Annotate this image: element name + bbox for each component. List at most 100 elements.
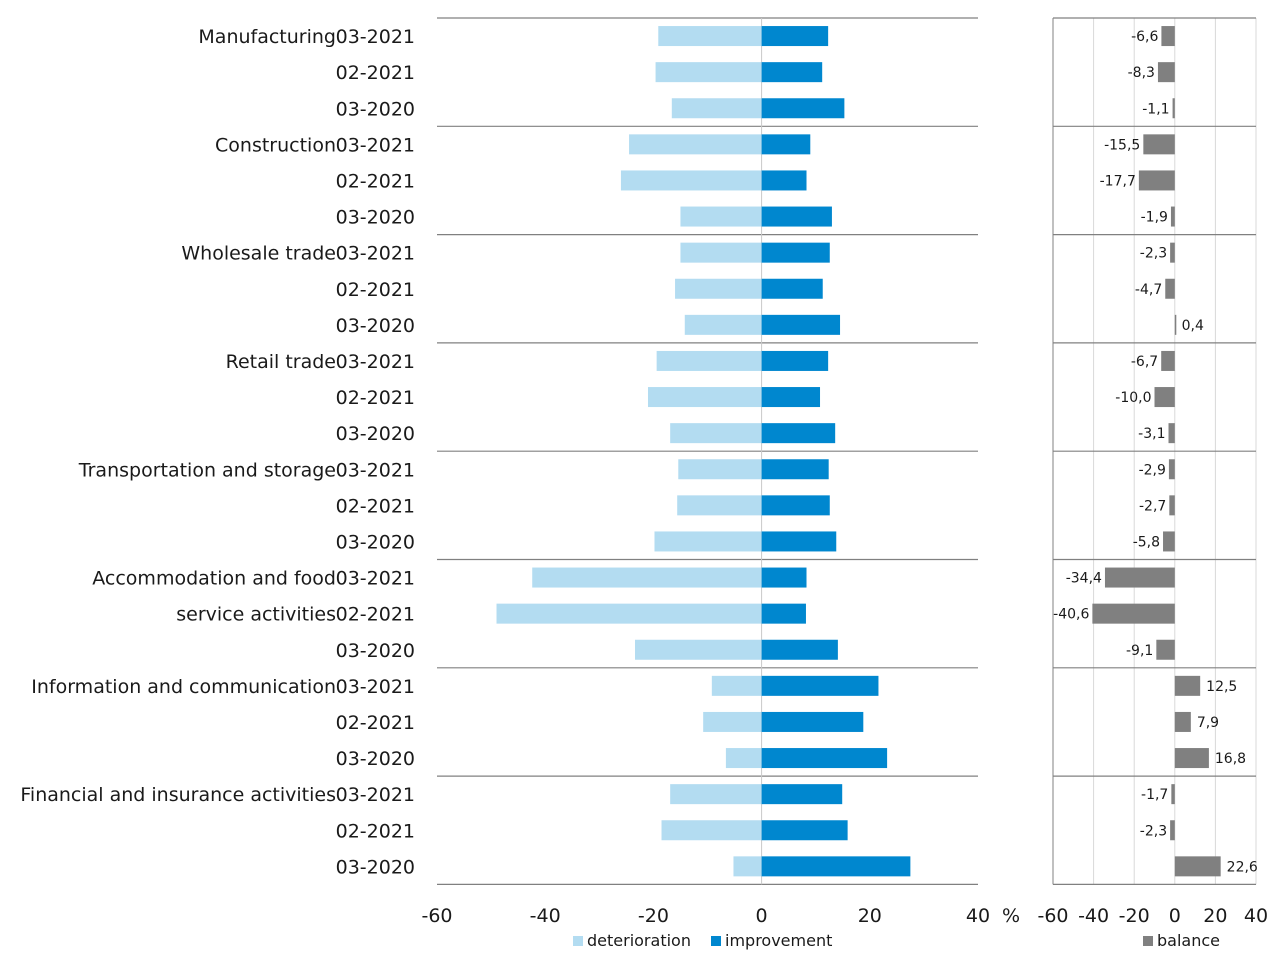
balance-bar (1161, 26, 1175, 47)
sector-label: service activities (176, 604, 336, 626)
improvement-bar (761, 531, 837, 552)
deterioration-bar (620, 170, 762, 191)
deterioration-bar (671, 98, 762, 119)
improvement-bar (761, 603, 806, 624)
legend-swatch (573, 936, 583, 946)
improvement-bar (761, 784, 843, 805)
deterioration-bar (496, 603, 762, 624)
period-label: 02-2021 (336, 387, 415, 409)
balance-bar (1174, 748, 1209, 769)
balance-bar (1169, 495, 1175, 516)
period-label: 03-2020 (336, 98, 415, 120)
balance-value-label: 7,9 (1197, 715, 1219, 731)
balance-x-tick-label: -20 (1119, 905, 1150, 927)
deterioration-bar (532, 567, 762, 588)
period-label: 03-2021 (336, 26, 415, 48)
x-tick-label: 20 (858, 905, 882, 927)
legend: deterioration improvement balance (573, 931, 1220, 950)
balance-value-label: -15,5 (1104, 137, 1140, 153)
improvement-bar (761, 459, 829, 480)
deterioration-bar (733, 856, 762, 877)
improvement-bar (761, 820, 848, 841)
period-label: 03-2020 (336, 423, 415, 445)
balance-bar (1170, 820, 1175, 841)
period-label: 02-2021 (336, 62, 415, 84)
period-label: 03-2020 (336, 748, 415, 770)
period-label: 03-2021 (336, 243, 415, 265)
balance-value-label: -9,1 (1126, 643, 1153, 659)
period-label: 03-2021 (336, 459, 415, 481)
period-label: 02-2021 (336, 279, 415, 301)
improvement-bar (761, 567, 807, 588)
diverging-bars (496, 26, 911, 877)
period-label: 02-2021 (336, 170, 415, 192)
balance-bar (1172, 98, 1175, 119)
period-label: 03-2020 (336, 856, 415, 878)
balance-bar (1168, 459, 1175, 480)
period-label: 03-2020 (336, 207, 415, 229)
deterioration-bar (629, 134, 762, 155)
balance-value-label: -4,7 (1135, 282, 1162, 298)
balance-bar (1161, 350, 1175, 371)
period-label: 02-2021 (336, 712, 415, 734)
balance-value-label: -6,7 (1131, 354, 1158, 370)
period-label: 03-2021 (336, 134, 415, 156)
balance-value-label: -1,7 (1141, 787, 1168, 803)
balance-x-tick-label: 40 (1244, 905, 1268, 927)
balance-value-label: -40,6 (1053, 607, 1089, 623)
legend-label: improvement (725, 931, 832, 950)
deterioration-bar (670, 784, 762, 805)
deterioration-bar (647, 387, 762, 408)
period-label: 02-2021 (336, 495, 415, 517)
x-tick-label: -40 (530, 905, 561, 927)
balance-bar (1174, 314, 1177, 335)
x-tick-label: -60 (421, 905, 452, 927)
deterioration-bar (675, 278, 762, 299)
left-panel-gridlines (437, 17, 978, 886)
x-axis-unit: % (1002, 905, 1020, 927)
sector-label: Transportation and storage (78, 459, 336, 481)
balance-value-label: -2,3 (1140, 823, 1167, 839)
sector-label: Construction (215, 134, 336, 156)
balance-bar (1154, 387, 1175, 408)
balance-x-tick-label: 0 (1169, 905, 1181, 927)
balance-x-tick-label: -60 (1037, 905, 1068, 927)
balance-value-label: -2,9 (1139, 462, 1166, 478)
period-label: 02-2021 (336, 604, 415, 626)
improvement-bar (761, 856, 911, 877)
balance-value-label: -1,1 (1142, 101, 1169, 117)
deterioration-bar (656, 350, 762, 371)
legend-swatch (1143, 936, 1153, 946)
balance-value-label: -3,1 (1138, 426, 1165, 442)
improvement-bar (761, 98, 845, 119)
balance-bar (1170, 242, 1175, 263)
deterioration-bar (658, 26, 762, 47)
sector-label: Financial and insurance activities (20, 784, 336, 806)
balance-value-label: -1,9 (1141, 210, 1168, 226)
deterioration-bar (655, 62, 762, 83)
legend-label: balance (1157, 931, 1220, 950)
period-label: 02-2021 (336, 820, 415, 842)
balance-bar (1174, 675, 1201, 696)
deterioration-bar (678, 459, 762, 480)
balance-value-label: -34,4 (1066, 571, 1102, 587)
improvement-bar (761, 26, 829, 47)
balance-bar (1174, 711, 1191, 732)
period-label: 03-2020 (336, 640, 415, 662)
balance-value-label: 0,4 (1182, 318, 1204, 334)
x-tick-label: -20 (638, 905, 669, 927)
sector-label: Accommodation and food (92, 568, 336, 590)
period-label: 03-2021 (336, 351, 415, 373)
improvement-bar (761, 675, 879, 696)
improvement-bar (761, 242, 830, 263)
balance-value-label: 12,5 (1206, 679, 1237, 695)
improvement-bar (761, 206, 832, 227)
improvement-bar (761, 748, 888, 769)
deterioration-bar (684, 314, 762, 335)
period-label: 03-2020 (336, 315, 415, 337)
improvement-bar (761, 314, 841, 335)
deterioration-bar (711, 675, 762, 696)
balance-value-label: -10,0 (1115, 390, 1151, 406)
balance-bar (1165, 278, 1175, 299)
